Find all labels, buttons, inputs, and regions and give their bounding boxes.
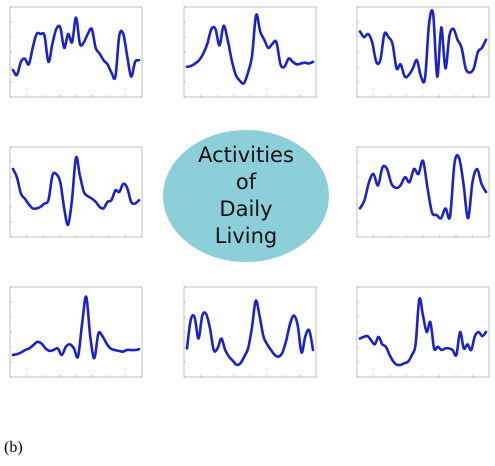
signal-line	[11, 155, 141, 227]
signal-plot-7-svg	[9, 286, 143, 378]
signal-line	[358, 297, 488, 367]
signal-plot-6-svg	[356, 146, 490, 238]
activities-of-daily-living-circle: Activities of Daily Living	[163, 130, 329, 262]
signal-plot-1	[6, 3, 146, 105]
signal-plot-4	[6, 143, 146, 245]
center-label-line-1: Activities	[198, 143, 294, 167]
signal-line	[11, 295, 141, 360]
signal-plot-2	[180, 3, 320, 105]
signal-plot-6	[353, 143, 493, 245]
center-label-line-2: of	[235, 170, 257, 194]
signal-plot-9	[353, 283, 493, 385]
center-label-line-3: Daily	[219, 197, 273, 221]
subfigure-label: (b)	[4, 439, 23, 456]
plot-frame	[356, 286, 490, 378]
signal-plot-7	[6, 283, 146, 385]
signal-plot-4-svg	[9, 146, 143, 238]
signal-plot-9-svg	[356, 286, 490, 378]
signal-plot-1-svg	[9, 6, 143, 98]
signal-line	[358, 9, 488, 84]
signal-line	[185, 299, 315, 367]
signal-plot-3-svg	[356, 6, 490, 98]
center-label: Activities of Daily Living	[198, 142, 294, 250]
signal-line	[358, 153, 488, 220]
signal-plot-2-svg	[183, 6, 317, 98]
signal-plot-3	[353, 3, 493, 105]
signal-line	[185, 13, 315, 85]
signal-plot-8	[180, 283, 320, 385]
center-label-line-4: Living	[214, 224, 278, 248]
signal-line	[11, 16, 141, 81]
plot-frame	[9, 286, 143, 378]
signal-plot-8-svg	[183, 286, 317, 378]
